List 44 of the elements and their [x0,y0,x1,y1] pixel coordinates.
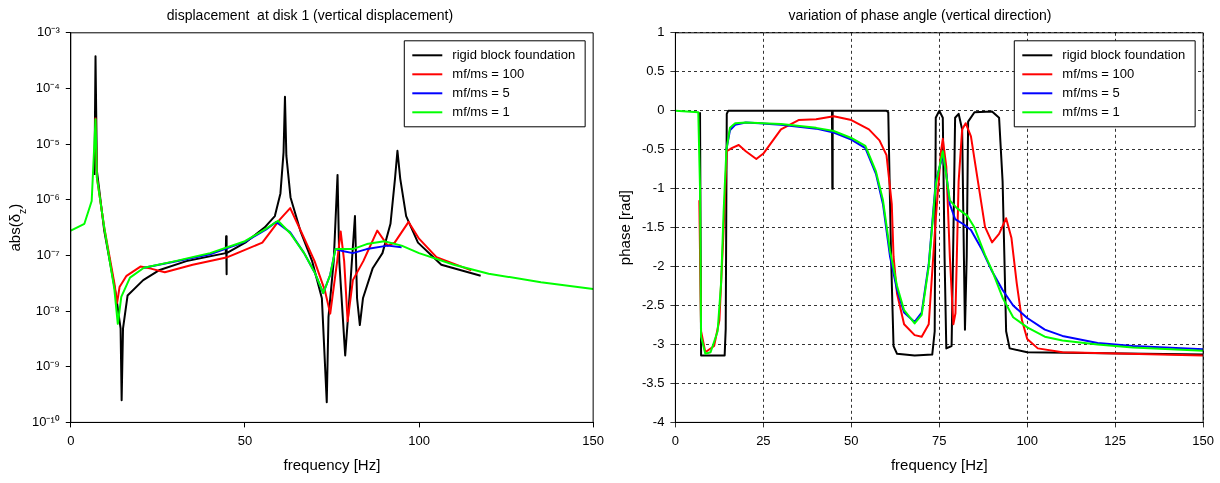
legend-label: mf/ms = 1 [452,103,510,119]
y-tick-label: 10⁻⁷ [36,247,61,263]
y-tick-label: 0 [657,102,665,118]
y-tick-label: 10⁻⁴ [35,80,60,96]
y-tick-label: 1 [657,24,665,40]
x-axis-title: frequency [Hz] [890,456,988,474]
x-axis-title: frequency [Hz] [283,456,381,474]
x-tick-label: 50 [844,432,859,448]
y-axis-title: phase [rad] [616,190,634,266]
legend-label: mf/ms = 1 [1062,103,1120,119]
x-tick-label: 50 [237,432,253,448]
y-tick-label: 10⁻⁹ [35,358,60,374]
y-tick-label: 10⁻³ [36,24,61,40]
y-tick-label: 10⁻⁸ [35,302,60,318]
y-tick-label: -3.5 [641,375,665,391]
y-tick-label: -3 [652,336,665,352]
x-tick-label: 0 [671,432,680,448]
legend-label: mf/ms = 5 [1062,84,1120,100]
x-tick-label: 100 [1016,432,1039,448]
y-tick-label: 10⁻¹⁰ [31,413,60,429]
x-tick-label: 0 [67,432,75,448]
y-tick-label: -2 [652,258,665,274]
x-tick-label: 75 [932,432,947,448]
x-tick-label: 100 [408,432,430,448]
y-tick-label: 10⁻⁵ [35,135,60,151]
y-tick-label: 10⁻⁶ [35,191,60,207]
legend-label: mf/ms = 100 [1062,65,1135,81]
legend-label: mf/ms = 5 [452,84,510,100]
y-axis-title: abs(δz) [6,203,28,252]
x-tick-label: 150 [582,432,605,448]
y-tick-label: -1 [652,180,665,196]
y-tick-label: -1.5 [641,219,665,235]
y-tick-label: -2.5 [641,297,665,313]
chart-title: variation of phase angle (vertical direction) [788,7,1052,24]
x-tick-label: 150 [1192,432,1215,448]
y-tick-label: -0.5 [641,141,665,157]
y-tick-label: -4 [652,413,665,429]
chart-title: displacement at disk 1 (vertical displacement) [166,7,454,24]
x-tick-label: 125 [1104,432,1127,448]
legend-label: rigid block foundation [1062,46,1186,62]
legend-label: rigid block foundation [452,46,576,62]
legend-label: mf/ms = 100 [452,65,525,81]
y-tick-label: 0.5 [646,63,665,79]
x-tick-label: 25 [756,432,771,448]
